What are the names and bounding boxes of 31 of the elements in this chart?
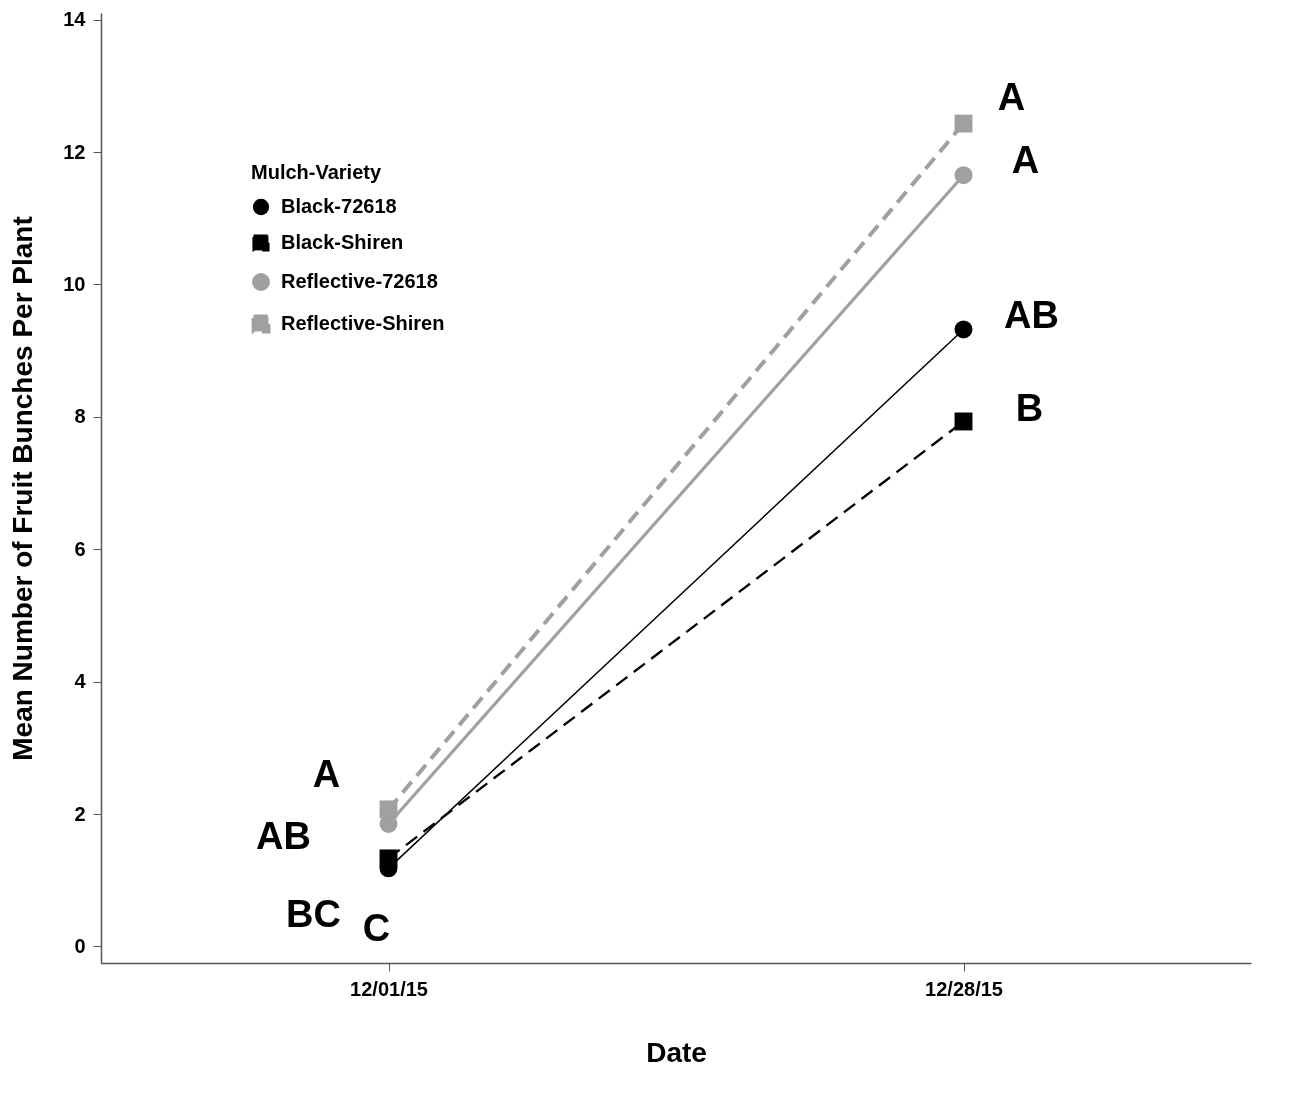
- y-axis-title: Mean Number of Fruit Bunches Per Plant: [7, 216, 39, 761]
- point: [954, 412, 973, 431]
- y-tick-label: 6: [74, 537, 86, 560]
- y-tick-label: 0: [74, 934, 86, 957]
- y-tick-label: 14: [63, 8, 87, 31]
- annotation: B: [1015, 387, 1044, 430]
- annotation: C: [362, 907, 391, 950]
- annotation: A: [997, 75, 1026, 118]
- point: [379, 849, 398, 868]
- x-tick-label: 12/28/15: [925, 977, 1003, 1000]
- legend-label: Reflective-72618: [281, 270, 438, 292]
- annotation: AB: [1004, 294, 1059, 337]
- annotation: A: [312, 753, 341, 796]
- point: [954, 166, 973, 185]
- legend-label: Reflective-Shiren: [281, 312, 445, 334]
- y-tick-label: 8: [74, 405, 86, 428]
- x-tick-label: 12/01/15: [350, 977, 428, 1000]
- point: [954, 320, 973, 339]
- legend-title: Mulch-Variety: [251, 161, 382, 183]
- y-tick-label: 12: [63, 140, 86, 163]
- legend-label: Black-Shiren: [281, 231, 404, 253]
- y-tick-label: 10: [63, 272, 86, 295]
- x-axis-title: Date: [646, 1036, 707, 1068]
- y-tick-label: 2: [74, 802, 86, 825]
- point: [379, 800, 398, 819]
- point: [954, 114, 973, 133]
- y-tick-label: 4: [74, 670, 87, 693]
- annotation: BC: [286, 893, 341, 936]
- annotation: AB: [256, 814, 311, 857]
- annotation: A: [1011, 139, 1040, 182]
- legend-label: Black-72618: [281, 195, 397, 217]
